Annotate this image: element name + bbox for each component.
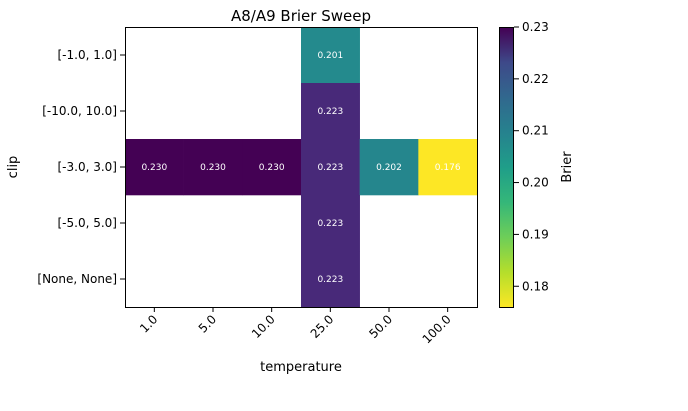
colorbar-tick-label: 0.22: [522, 72, 549, 86]
heatmap-cell: [301, 251, 360, 308]
y-axis: [-1.0, 1.0] [-10.0, 10.0] [-3.0, 3.0] [-5.0…: [37, 48, 125, 286]
colorbar-tick-label: 0.18: [522, 279, 549, 293]
colorbar-ticks: 0.18 0.19 0.20 0.21 0.22 0.23: [514, 20, 549, 293]
heatmap-cell: [125, 139, 184, 196]
cell-value-label: 0.230: [200, 163, 226, 173]
x-tick-label: 25.0: [308, 312, 337, 341]
cell-value-label: 0.223: [317, 107, 343, 117]
cell-value-label: 0.176: [435, 163, 461, 173]
y-axis-label: clip: [6, 156, 21, 179]
y-tick-label: [-1.0, 1.0]: [58, 48, 118, 62]
x-tick-label: 10.0: [249, 312, 278, 341]
heatmap-cell: [183, 139, 243, 196]
x-tick-label: 1.0: [137, 312, 160, 335]
heatmap-cell: [301, 139, 360, 196]
y-tick-label: [None, None]: [37, 272, 117, 286]
cell-value-label: 0.201: [317, 51, 343, 61]
heatmap-cell: [359, 139, 419, 196]
plot-frame: [125, 27, 478, 308]
cell-value-label: 0.202: [376, 163, 402, 173]
x-tick-label: 100.0: [420, 312, 454, 346]
cell-value-label: 0.230: [141, 163, 167, 173]
heatmap-cell: [418, 139, 478, 196]
cell-value-label: 0.230: [259, 163, 285, 173]
heatmap-cell: [301, 83, 360, 140]
colorbar: [499, 27, 514, 308]
colorbar-label: Brier: [560, 151, 575, 183]
x-tick-label: 50.0: [366, 312, 395, 341]
heatmap-cell: [242, 139, 302, 196]
heatmap-cell-labels: 0.201 0.223 0.230 0.230 0.230 0.223 0.202 0.176…: [141, 51, 460, 285]
x-axis-label: temperature: [260, 360, 342, 375]
cell-value-label: 0.223: [317, 275, 343, 285]
x-axis: 1.0 5.0 10.0 25.0 50.0 100.0: [137, 307, 454, 346]
x-tick-label: 5.0: [196, 312, 219, 335]
heatmap-cell: [301, 195, 360, 252]
colorbar-tick-label: 0.23: [522, 20, 549, 34]
y-tick-label: [-10.0, 10.0]: [42, 104, 117, 118]
heatmap-cell: [301, 27, 360, 84]
colorbar-tick-label: 0.21: [522, 124, 549, 138]
y-tick-label: [-3.0, 3.0]: [58, 160, 118, 174]
chart-title: A8/A9 Brier Sweep: [231, 7, 371, 25]
y-tick-label: [-5.0, 5.0]: [58, 216, 118, 230]
heatmap-cells: [125, 27, 478, 308]
colorbar-tick-label: 0.19: [522, 227, 549, 241]
cell-value-label: 0.223: [317, 163, 343, 173]
colorbar-tick-label: 0.20: [522, 176, 549, 190]
cell-value-label: 0.223: [317, 219, 343, 229]
